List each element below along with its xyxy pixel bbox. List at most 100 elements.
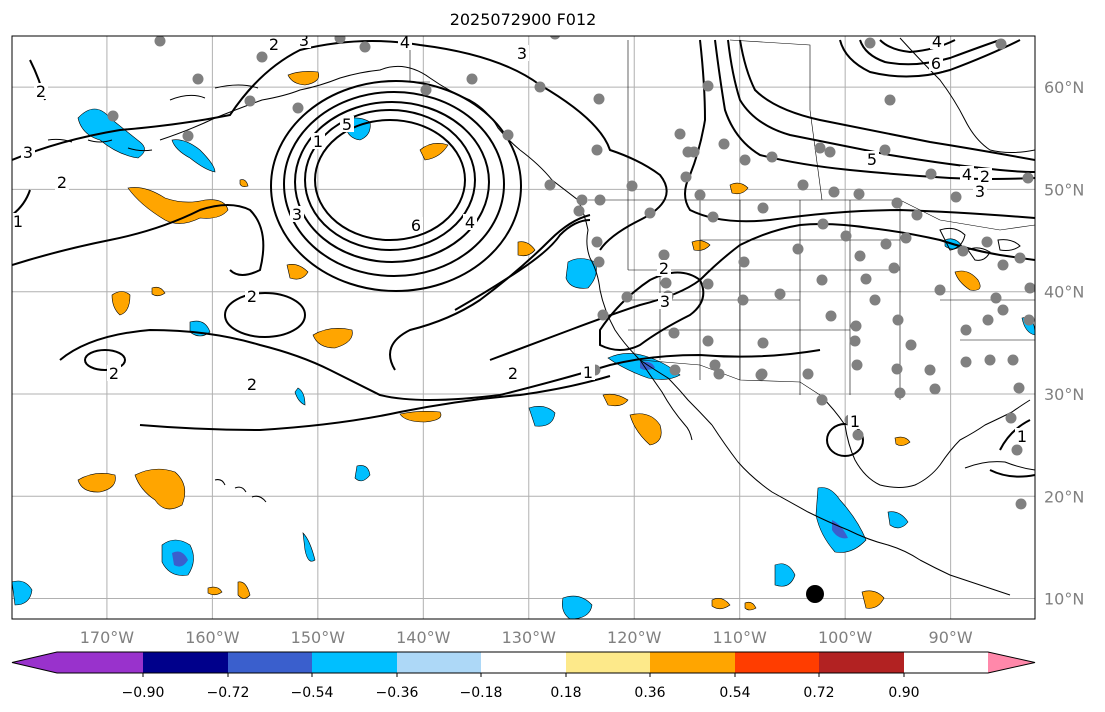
station-dot [995,38,1007,50]
lon-tick-label: 100°W [818,628,873,647]
station-dot [713,368,725,380]
station-dot [737,294,749,306]
map-panel [12,36,1035,619]
contour-label: 3 [23,143,33,162]
station-dot [256,51,268,63]
station-dot [334,36,346,44]
colorbar-tick-label: 0.72 [803,685,834,701]
station-dot [981,236,993,248]
station-dot [702,335,714,347]
lat-tick-label: 60°N [1044,78,1084,97]
station-dot [982,314,994,326]
station-dot [852,429,864,441]
colorbar-extend-max [988,652,1035,673]
contour-label-bg [245,288,259,304]
colorbar-tick-label: −0.18 [460,685,503,701]
station-markers [107,36,1035,510]
station-dot [707,211,719,223]
lon-tick-label: 150°W [291,628,346,647]
contour-label: 3 [517,44,527,63]
station-dot [702,278,714,290]
station-dot [534,81,546,93]
map-border [11,35,1036,620]
colorbar-segment [650,652,735,673]
station-dot [597,309,609,321]
station-dot [694,189,706,201]
lat-tick-label: 10°N [1044,590,1084,609]
colorbar-tick-label: 0.18 [550,685,581,701]
station-dot [824,146,836,158]
contour-label-bg [297,36,311,48]
lon-tick-label: 170°W [80,628,135,647]
contour-label-bg [1015,428,1029,444]
colorbar-segment [819,652,904,673]
contour-label: 2 [109,364,119,383]
station-dot [702,80,714,92]
station-dot [1022,172,1034,184]
tropical-storm-marker [806,585,824,603]
colorbar-segment [566,652,650,673]
contour-label-bg [848,413,862,429]
lon-tick-label: 130°W [502,628,557,647]
station-dot [990,292,1002,304]
gridlines [12,36,1035,619]
contour-label-bg [960,166,974,182]
station-dot [292,102,304,114]
station-dot [957,245,969,257]
station-dot [154,36,166,47]
contour-label-bg [290,206,304,222]
contour-label-bg [398,36,412,50]
lat-tick-label: 30°N [1044,385,1084,404]
station-dot [660,277,672,289]
station-dot [792,243,804,255]
station-dot [960,356,972,368]
contour-label: 2 [247,287,257,306]
contour-label-bg [340,116,354,132]
station-dot [644,207,656,219]
contour-label: 4 [400,33,410,52]
station-dot [593,93,605,105]
contour-label: 2 [659,259,669,278]
contour-label: 1 [1017,427,1027,446]
contour-label-bg [978,168,992,184]
contour-label-bg [506,365,520,381]
contour-label: 6 [931,54,941,73]
station-dot [594,194,606,206]
contour-label: 5 [867,150,877,169]
station-dot [892,314,904,326]
station-dot [591,144,603,156]
contour-label-bg [658,293,672,309]
lat-tick-label: 50°N [1044,180,1084,199]
station-dot [825,310,837,322]
station-dot [816,274,828,286]
colorbar-tick-label: −0.72 [207,685,250,701]
station-dot [1024,282,1035,294]
contour-label: 2 [980,167,990,186]
station-dot [107,110,119,122]
station-dot [929,383,941,395]
colorbar-segment [481,652,566,673]
station-dot [891,363,903,375]
station-dot [814,142,826,154]
contour-label: 4 [932,32,942,51]
lon-tick-label: 160°W [185,628,240,647]
contour-label-bg [865,151,879,167]
station-dot [1011,444,1023,456]
station-dot [816,394,828,406]
contour-label: 4 [962,165,972,184]
positive-anomaly-regions [77,71,981,611]
station-dot [934,284,946,296]
station-dot [880,238,892,250]
contour-label-bg [34,83,48,99]
contour-label: 3 [292,205,302,224]
colorbar-tick-label: −0.36 [376,685,419,701]
station-dot [359,41,371,53]
contour-label-bg [267,36,281,52]
lat-tick-label: 20°N [1044,487,1084,506]
contour-label-bg [311,133,325,149]
colorbar-tick-label: 0.90 [888,685,919,701]
map-title: 2025072900 F012 [449,10,597,29]
station-dot [576,194,588,206]
contour-label-bg [929,55,943,71]
contour-label: 1 [583,363,593,382]
